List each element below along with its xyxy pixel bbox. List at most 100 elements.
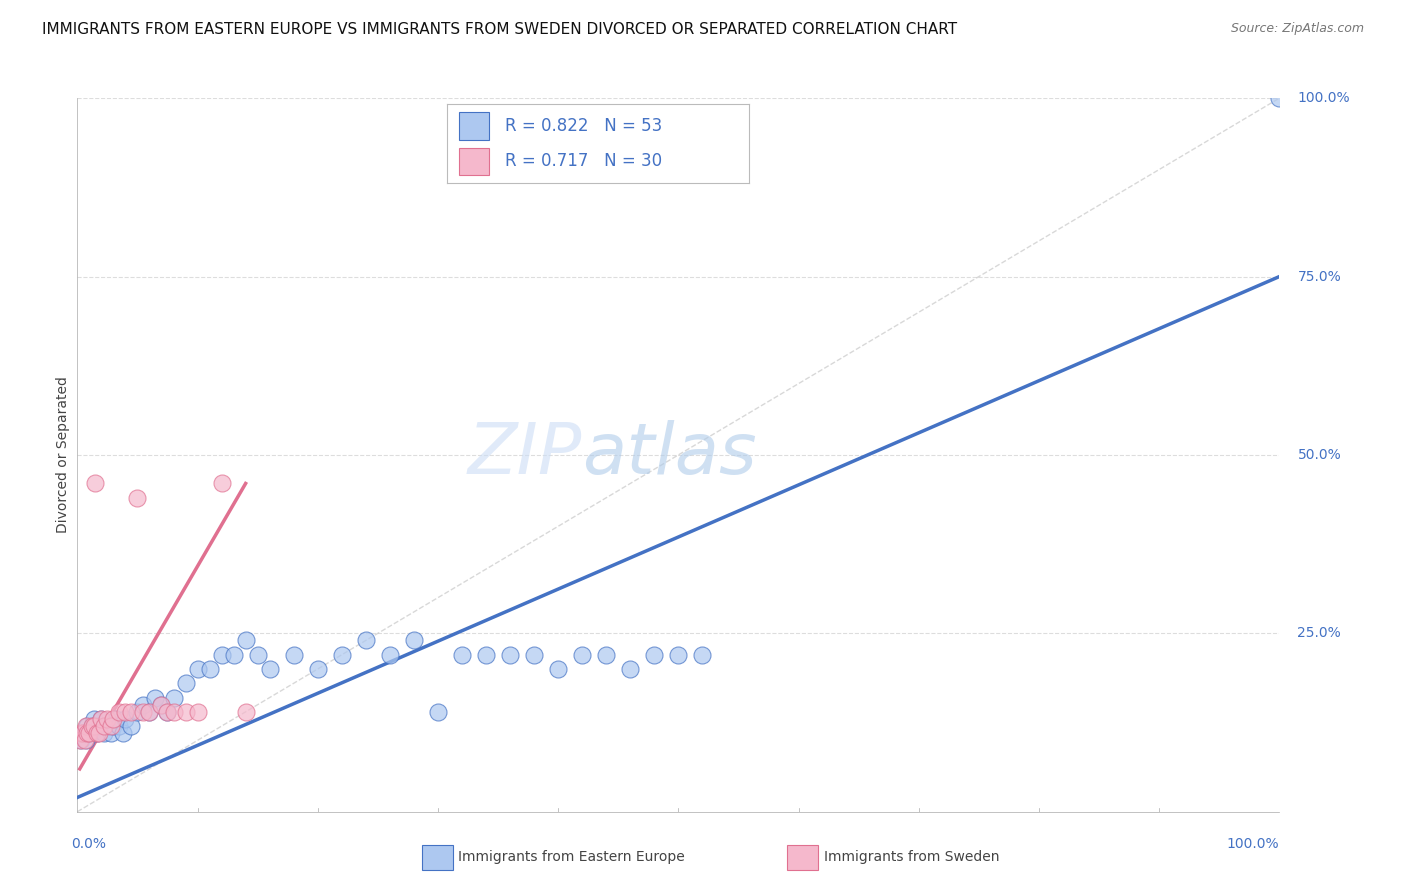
Point — [499, 648, 522, 662]
Point — [76, 726, 98, 740]
Text: 100.0%: 100.0% — [1227, 837, 1279, 851]
Point — [80, 719, 103, 733]
Point — [87, 726, 110, 740]
Point — [79, 726, 101, 740]
Point — [138, 705, 160, 719]
Point — [120, 705, 142, 719]
Point — [132, 705, 155, 719]
Point — [114, 712, 136, 726]
Point — [114, 705, 136, 719]
Text: Immigrants from Eastern Europe: Immigrants from Eastern Europe — [458, 850, 685, 864]
Point — [90, 712, 112, 726]
Point — [378, 648, 401, 662]
Text: 75.0%: 75.0% — [1298, 269, 1341, 284]
Point — [174, 705, 197, 719]
Point — [87, 719, 110, 733]
Text: 25.0%: 25.0% — [1298, 626, 1341, 640]
Point — [523, 648, 546, 662]
Point — [156, 705, 179, 719]
Point — [186, 662, 209, 676]
Point — [103, 712, 125, 726]
Point — [259, 662, 281, 676]
Point — [70, 733, 93, 747]
Point — [1268, 91, 1291, 105]
Point — [108, 719, 131, 733]
Text: R = 0.717   N = 30: R = 0.717 N = 30 — [505, 152, 662, 169]
Point — [72, 726, 94, 740]
Point — [72, 726, 94, 740]
Text: IMMIGRANTS FROM EASTERN EUROPE VS IMMIGRANTS FROM SWEDEN DIVORCED OR SEPARATED C: IMMIGRANTS FROM EASTERN EUROPE VS IMMIGR… — [42, 22, 957, 37]
Point — [96, 719, 118, 733]
Point — [79, 726, 101, 740]
Point — [330, 648, 353, 662]
FancyBboxPatch shape — [460, 112, 489, 140]
Point — [73, 733, 96, 747]
Text: ZIP: ZIP — [468, 420, 582, 490]
Point — [162, 705, 184, 719]
Point — [84, 476, 107, 491]
Point — [595, 648, 617, 662]
Text: R = 0.822   N = 53: R = 0.822 N = 53 — [505, 117, 662, 135]
Point — [222, 648, 245, 662]
Point — [211, 476, 233, 491]
Text: 100.0%: 100.0% — [1298, 91, 1350, 105]
Point — [427, 705, 450, 719]
Point — [75, 733, 97, 747]
Point — [96, 712, 118, 726]
Text: 50.0%: 50.0% — [1298, 448, 1341, 462]
Point — [86, 726, 108, 740]
Point — [475, 648, 498, 662]
Point — [643, 648, 665, 662]
Point — [235, 705, 257, 719]
Point — [100, 726, 122, 740]
Point — [451, 648, 474, 662]
Point — [156, 705, 179, 719]
Point — [100, 719, 122, 733]
Point — [93, 726, 115, 740]
Point — [235, 633, 257, 648]
Text: 0.0%: 0.0% — [72, 837, 107, 851]
Point — [90, 712, 112, 726]
Point — [150, 698, 173, 712]
Point — [307, 662, 329, 676]
Point — [80, 719, 103, 733]
Point — [145, 690, 167, 705]
Point — [108, 705, 131, 719]
Point — [127, 705, 149, 719]
Point — [619, 662, 641, 676]
Text: Source: ZipAtlas.com: Source: ZipAtlas.com — [1230, 22, 1364, 36]
Point — [186, 705, 209, 719]
Point — [668, 648, 690, 662]
Point — [86, 726, 108, 740]
Point — [83, 719, 105, 733]
FancyBboxPatch shape — [460, 147, 489, 175]
Text: atlas: atlas — [582, 420, 756, 490]
Point — [111, 726, 134, 740]
Point — [283, 648, 305, 662]
Point — [198, 662, 221, 676]
Text: Immigrants from Sweden: Immigrants from Sweden — [824, 850, 1000, 864]
Point — [692, 648, 714, 662]
Point — [132, 698, 155, 712]
Point — [70, 726, 93, 740]
Point — [103, 719, 125, 733]
Y-axis label: Divorced or Separated: Divorced or Separated — [56, 376, 70, 533]
Point — [138, 705, 160, 719]
Point — [120, 719, 142, 733]
Point — [547, 662, 569, 676]
Point — [246, 648, 269, 662]
Point — [174, 676, 197, 690]
Point — [127, 491, 149, 505]
Point — [571, 648, 593, 662]
Point — [104, 712, 127, 726]
Point — [402, 633, 425, 648]
Point — [211, 648, 233, 662]
Point — [69, 733, 91, 747]
Point — [93, 719, 115, 733]
Point — [76, 719, 98, 733]
Point — [83, 712, 105, 726]
Point — [162, 690, 184, 705]
Point — [354, 633, 377, 648]
Point — [150, 698, 173, 712]
Point — [75, 719, 97, 733]
